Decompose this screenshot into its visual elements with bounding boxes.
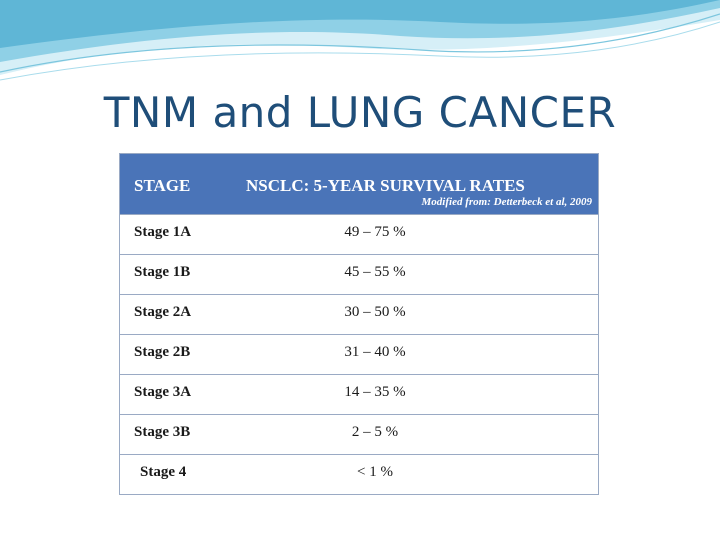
stage-cell: Stage 2A — [134, 304, 192, 320]
rate-cell: 30 – 50 % — [344, 304, 406, 320]
stage-cell: Stage 3A — [134, 384, 192, 400]
rate-cell: 14 – 35 % — [344, 384, 406, 400]
table-row: Stage 4 < 1 % — [120, 454, 598, 494]
stage-cell: Stage 2B — [134, 344, 191, 360]
wave-deep-band — [0, 0, 720, 48]
stage-cell: Stage 1A — [134, 224, 192, 240]
table-row: Stage 2B 31 – 40 % — [120, 334, 598, 374]
table-row: Stage 2A 30 – 50 % — [120, 294, 598, 334]
table-row: Stage 3B 2 – 5 % — [120, 414, 598, 454]
header-survival-rates: NSCLC: 5-YEAR SURVIVAL RATES — [246, 176, 525, 195]
table-header: STAGE NSCLC: 5-YEAR SURVIVAL RATES Modif… — [120, 154, 598, 214]
rate-cell: 31 – 40 % — [344, 344, 406, 360]
table-row: Stage 3A 14 – 35 % — [120, 374, 598, 414]
slide-title: TNM and LUNG CANCER — [103, 88, 617, 137]
rate-cell: 2 – 5 % — [351, 424, 399, 440]
stage-cell: Stage 1B — [134, 264, 191, 280]
rate-cell: 49 – 75 % — [344, 224, 406, 240]
wave-line-1 — [0, 13, 720, 73]
table-row: Stage 1A 49 – 75 % — [120, 214, 598, 254]
wave-line-2 — [0, 21, 720, 81]
survival-rate-table: STAGE NSCLC: 5-YEAR SURVIVAL RATES Modif… — [119, 153, 599, 495]
decorative-wave-banner — [0, 0, 720, 81]
stage-cell: Stage 4 — [140, 464, 187, 480]
table-row: Stage 1B 45 – 55 % — [120, 254, 598, 294]
stage-cell: Stage 3B — [134, 424, 191, 440]
rate-cell: 45 – 55 % — [344, 264, 406, 280]
header-stage: STAGE — [134, 176, 191, 195]
header-source-note: Modified from: Detterbeck et al, 2009 — [421, 196, 592, 208]
rate-cell: < 1 % — [357, 464, 393, 480]
